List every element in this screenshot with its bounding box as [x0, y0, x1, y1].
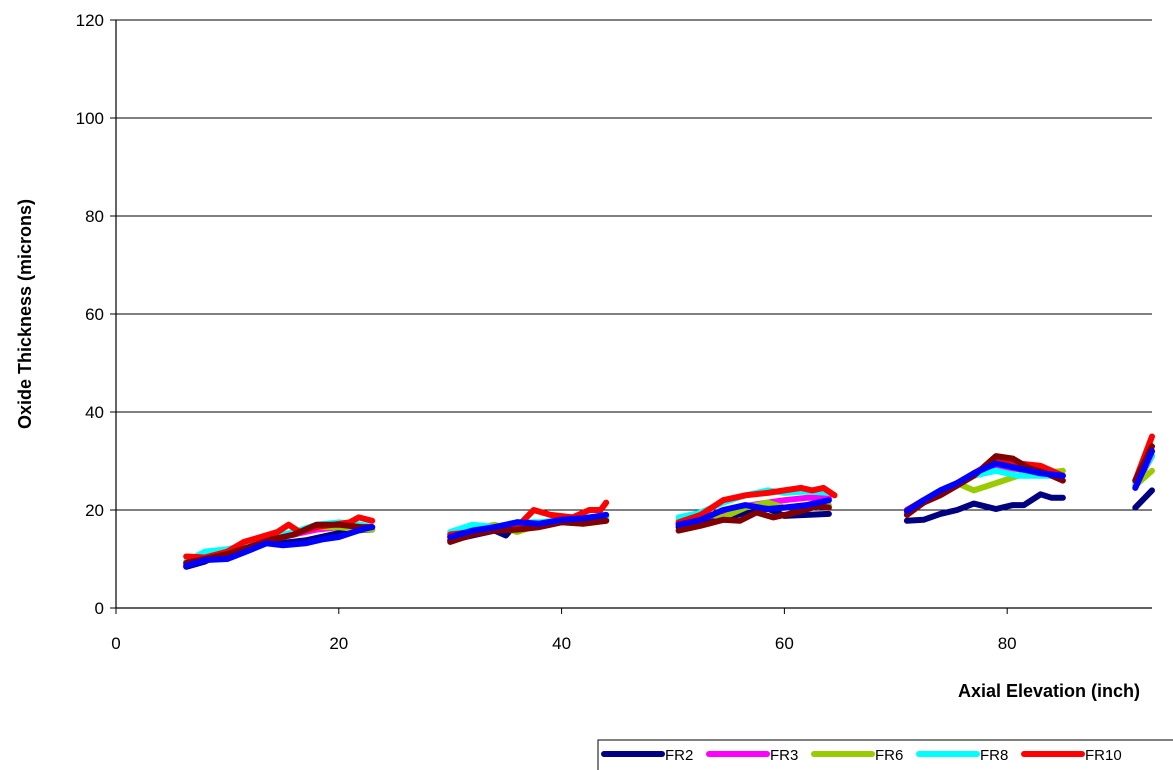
x-axis-title: Axial Elevation (inch)	[958, 681, 1140, 701]
legend-label: FR6	[875, 747, 903, 764]
series-unlabeled-7	[183, 448, 1155, 569]
series-fr6	[183, 467, 1155, 567]
x-tick-labels: 0 20 40 60 80	[111, 634, 1016, 653]
y-tick-label: 80	[85, 207, 104, 226]
y-tick-labels: 0 20 40 60 80 100 120	[76, 11, 104, 618]
legend: FR2 FR3 FR6 FR8 FR10	[597, 739, 1173, 770]
legend-label: FR8	[980, 747, 1008, 764]
x-tick-label: 60	[775, 634, 794, 653]
series-line	[183, 524, 376, 569]
x-tick-label: 80	[998, 634, 1017, 653]
series-line	[447, 511, 610, 540]
series-line	[903, 460, 1066, 514]
y-tick-label: 120	[76, 11, 104, 30]
y-tick-label: 100	[76, 109, 104, 128]
legend-label: FR2	[665, 747, 693, 764]
series-line	[447, 517, 610, 545]
series-line	[903, 491, 1066, 524]
series-line	[675, 503, 832, 534]
y-axis-title: Oxide Thickness (microns)	[15, 199, 35, 429]
y-tick-label: 0	[95, 599, 104, 618]
y-tick-label: 60	[85, 305, 104, 324]
plot-area-series	[183, 433, 1155, 570]
x-tick-label: 0	[111, 634, 120, 653]
series-line	[675, 497, 832, 528]
axes	[110, 19, 1152, 614]
series-line	[1132, 448, 1155, 491]
gridlines	[116, 19, 1152, 511]
legend-label: FR3	[770, 747, 798, 764]
x-tick-label: 20	[329, 634, 348, 653]
series-line	[675, 484, 838, 526]
y-tick-label: 20	[85, 501, 104, 520]
legend-label: FR10	[1085, 747, 1122, 764]
series-line	[1132, 487, 1155, 511]
y-tick-label: 40	[85, 403, 104, 422]
x-tick-label: 40	[552, 634, 571, 653]
